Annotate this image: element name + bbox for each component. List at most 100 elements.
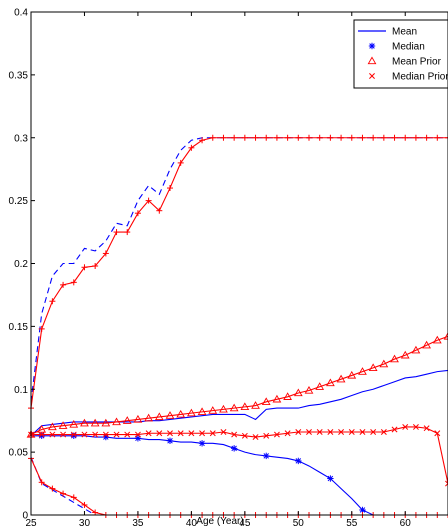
data-point-median (230, 445, 238, 452)
data-point-upper-bound-prior (391, 134, 398, 141)
data-point-upper-bound-prior (81, 264, 88, 271)
legend-item-mean: Mean (358, 27, 417, 38)
data-point-median-prior (359, 429, 366, 435)
series-median-prior (28, 424, 448, 487)
data-point-median-prior (423, 425, 430, 432)
data-point-upper-bound-prior (177, 159, 184, 166)
data-point-mean-prior (37, 424, 47, 433)
data-point-median-prior (231, 431, 238, 438)
data-point-median-prior (348, 429, 355, 435)
data-point-mean-prior (144, 413, 153, 422)
data-point-upper-bound-prior (199, 137, 206, 144)
x-tick-label: 55 (346, 518, 358, 527)
data-point-mean-prior (390, 354, 399, 363)
data-point-median-prior (241, 432, 248, 439)
data-point-upper-bound-prior (445, 134, 448, 141)
data-point-median-prior (92, 431, 99, 438)
data-point-median-prior (167, 430, 173, 437)
data-point-mean-prior (443, 331, 448, 340)
data-point-mean-prior (315, 382, 325, 390)
data-point-median-prior (81, 431, 88, 438)
y-tick-label: 0.1 (14, 385, 28, 396)
series-line-lower-bound-posterior (30, 456, 448, 516)
data-point-upper-bound-prior (188, 144, 195, 151)
series-line-upper-bound-posterior (30, 137, 448, 402)
data-point-median (134, 435, 142, 442)
data-point-upper-bound-prior (295, 134, 302, 141)
data-point-median-prior (380, 429, 387, 435)
series-line-median (31, 435, 448, 516)
data-point-upper-bound-prior (145, 197, 152, 204)
legend-item-mean-prior: Mean Prior (367, 56, 442, 68)
data-point-upper-bound-prior (327, 134, 334, 141)
data-point-upper-bound-prior (370, 134, 377, 141)
data-point-mean-prior (197, 407, 207, 416)
data-point-upper-bound-prior (284, 134, 291, 141)
x-tick-label: 60 (400, 518, 412, 527)
data-point-upper-bound-prior (306, 134, 312, 141)
data-point-lower-bound-prior (49, 485, 56, 492)
data-point-median (70, 432, 77, 439)
legend: Mean Median Mean Prior Median Prior (353, 19, 448, 89)
data-point-upper-bound-prior (38, 325, 45, 332)
data-point-upper-bound-prior (241, 134, 248, 141)
data-point-mean-prior (133, 414, 143, 423)
data-point-median-prior (60, 431, 67, 438)
series-line-lower-bound-prior (30, 458, 448, 516)
data-point-upper-bound-prior (167, 185, 173, 192)
data-point-upper-bound-prior (92, 263, 99, 270)
data-point-median-prior (199, 430, 206, 437)
data-point-median-prior (38, 431, 45, 438)
data-point-mean-prior (112, 417, 121, 426)
legend-marker-icon (368, 42, 376, 50)
data-point-median-prior (445, 480, 448, 487)
data-point-mean-prior (304, 386, 314, 394)
data-point-mean-prior (101, 418, 111, 427)
series-line-mean (30, 369, 448, 437)
data-point-upper-bound-prior (252, 134, 259, 141)
data-point-upper-bound-prior (102, 250, 109, 257)
legend-item-median-prior: Median Prior (369, 72, 448, 83)
data-point-upper-bound-prior (434, 134, 441, 141)
data-point-median-prior (295, 429, 302, 435)
series-mean (30, 369, 448, 437)
data-point-mean-prior (326, 378, 335, 387)
data-point-upper-bound-prior (348, 134, 355, 141)
data-point-upper-bound-prior (359, 134, 366, 141)
data-point-mean-prior (187, 408, 196, 417)
data-point-mean-prior (69, 419, 79, 428)
data-point-upper-bound-prior (70, 279, 77, 286)
data-point-upper-bound-prior (273, 134, 280, 141)
data-point-mean-prior (165, 411, 175, 419)
data-point-mean-prior (368, 363, 378, 372)
series-line-mean-prior (30, 335, 448, 436)
data-point-median-prior (273, 431, 280, 438)
data-point-mean-prior (251, 401, 260, 409)
ticks-layer: 25 30 35 40 45 50 55 60 0 0.05 0.1 0.15 0.2 0.25 0.3 0.… (9, 8, 412, 527)
legend-label: Mean Prior (392, 57, 442, 68)
data-point-mean-prior (154, 412, 164, 421)
data-point-upper-bound-prior (231, 134, 238, 141)
data-point-upper-bound-prior (338, 134, 345, 141)
y-tick-label: 0.35 (9, 70, 29, 81)
data-point-mean-prior (122, 416, 132, 424)
data-point-mean-prior (208, 406, 218, 414)
data-point-mean-prior (283, 392, 292, 400)
data-point-upper-bound-prior (316, 134, 323, 141)
legend-label: Median Prior (392, 72, 448, 83)
data-point-median-prior (177, 430, 184, 437)
data-point-mean-prior (80, 418, 89, 427)
y-tick-label: 0.3 (14, 133, 28, 144)
legend-label: Mean (392, 27, 417, 38)
data-point-mean-prior (229, 403, 239, 412)
data-point-median-prior (391, 426, 398, 433)
data-point-upper-bound-prior (220, 134, 227, 141)
data-point-mean-prior (432, 335, 442, 344)
data-point-median-prior (252, 434, 259, 440)
data-point-lower-bound-prior (81, 501, 88, 508)
series-line-upper-bound-prior (30, 137, 448, 409)
data-point-median-prior (284, 430, 291, 437)
data-point-mean-prior (336, 374, 346, 383)
y-tick-label: 0.2 (14, 259, 28, 270)
data-point-mean-prior (347, 370, 357, 379)
